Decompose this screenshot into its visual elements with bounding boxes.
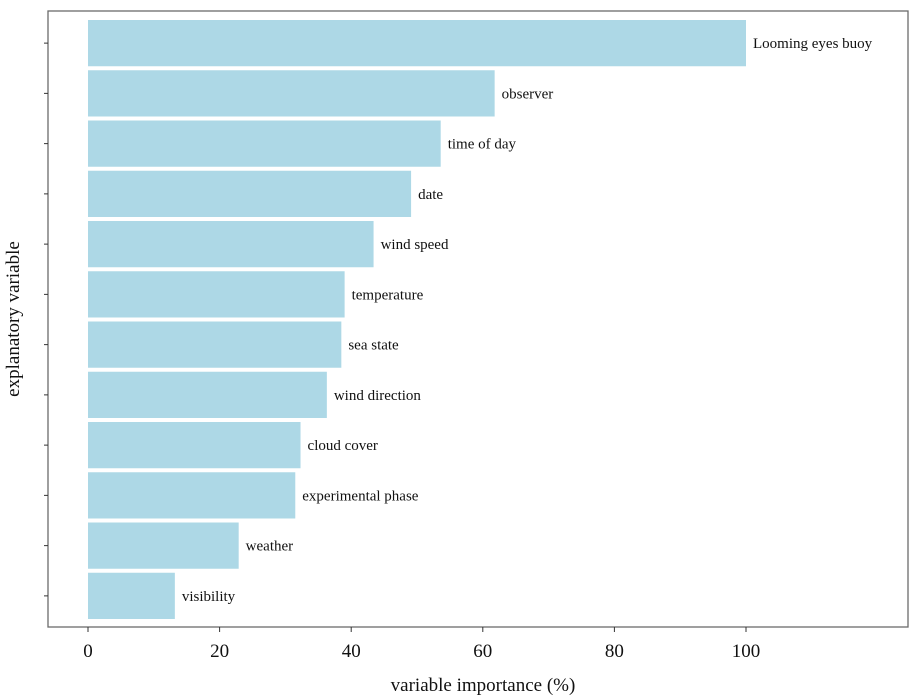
bars-layer (88, 20, 746, 619)
bar-label: date (418, 187, 443, 203)
x-tick-label: 80 (605, 641, 624, 662)
bar (88, 120, 441, 167)
bar-label: observer (502, 86, 554, 102)
bar-label: experimental phase (302, 488, 419, 504)
bar (88, 422, 301, 469)
bar-label: weather (246, 539, 293, 555)
bar (88, 70, 495, 117)
bar-label: temperature (352, 287, 424, 303)
x-tick-label: 60 (473, 641, 492, 662)
bar (88, 522, 239, 569)
bar (88, 170, 412, 217)
bar (88, 20, 746, 67)
bar-label: time of day (448, 137, 517, 153)
bar (88, 321, 342, 368)
x-tick-label: 40 (342, 641, 361, 662)
bar-labels-layer: Looming eyes buoy observer time of day date… (182, 36, 873, 605)
plot-frame (47, 10, 909, 628)
x-tick-label: 20 (210, 641, 229, 662)
bar-label: wind direction (334, 388, 422, 404)
bar-label: cloud cover (308, 438, 378, 454)
bar-label: sea state (348, 338, 399, 354)
y-axis-ticks (44, 42, 48, 597)
bar (88, 271, 345, 318)
x-axis-ticks: 0 20 40 60 80 100 (83, 627, 760, 662)
x-tick-label: 0 (83, 641, 93, 662)
bar (88, 371, 327, 418)
x-axis-title: variable importance (%) (391, 675, 576, 696)
x-tick-label: 100 (732, 641, 761, 662)
bar (88, 572, 175, 619)
y-axis-title: explanatory variable (3, 241, 24, 397)
bar-label: visibility (182, 589, 236, 605)
bar-label: Looming eyes buoy (753, 36, 873, 52)
bar (88, 221, 374, 268)
bar (88, 472, 296, 519)
bar-label: wind speed (381, 237, 449, 253)
